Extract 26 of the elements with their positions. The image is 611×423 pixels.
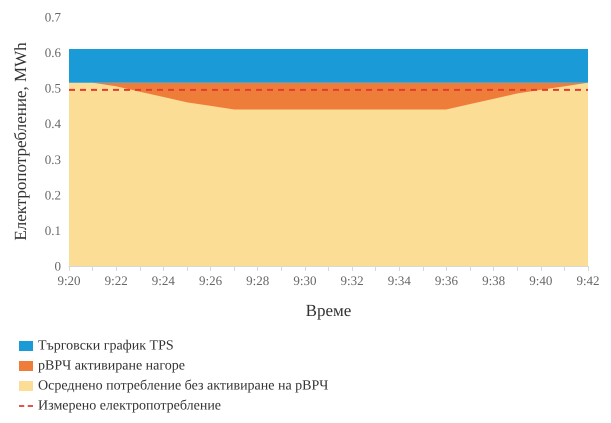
x-tick-label: 9:20 [57,273,81,288]
x-tick-label: 9:32 [340,273,364,288]
x-tick-label: 9:24 [152,273,176,288]
x-tick-label: 9:38 [482,273,506,288]
x-tick-label: 9:36 [434,273,459,288]
y-tick-label: 0.5 [44,80,61,96]
x-axis-title: Време [306,301,352,320]
y-tick-label: 0.4 [44,116,62,132]
x-tick-label: 9:34 [388,273,412,288]
y-tick-label: 0.2 [44,187,61,202]
y-axis-title: Електропотребление, MWh [11,42,30,241]
x-tick-label: 9:40 [529,273,552,288]
y-tick-label: 0.3 [44,152,61,167]
y-tick-label: 0.6 [44,45,62,60]
legend-label: Осреднено потребление без активиране на рВРЧ [38,378,328,394]
legend-label: Търговски график TPS [38,338,174,354]
x-tick-label: 9:30 [293,273,316,288]
y-tick-label: 0.7 [44,10,62,24]
x-tick-label: 9:22 [104,273,128,288]
x-tick-label: 9:28 [246,273,270,288]
x-tick-label: 9:26 [198,273,223,288]
y-tick-label: 0 [54,258,61,274]
legend-label: рВРЧ активиране нагоре [38,358,185,374]
legend-label: Измерено електропотребление [38,398,222,414]
x-tick-label: 9:42 [576,273,600,288]
y-tick-label: 0.1 [44,222,61,238]
